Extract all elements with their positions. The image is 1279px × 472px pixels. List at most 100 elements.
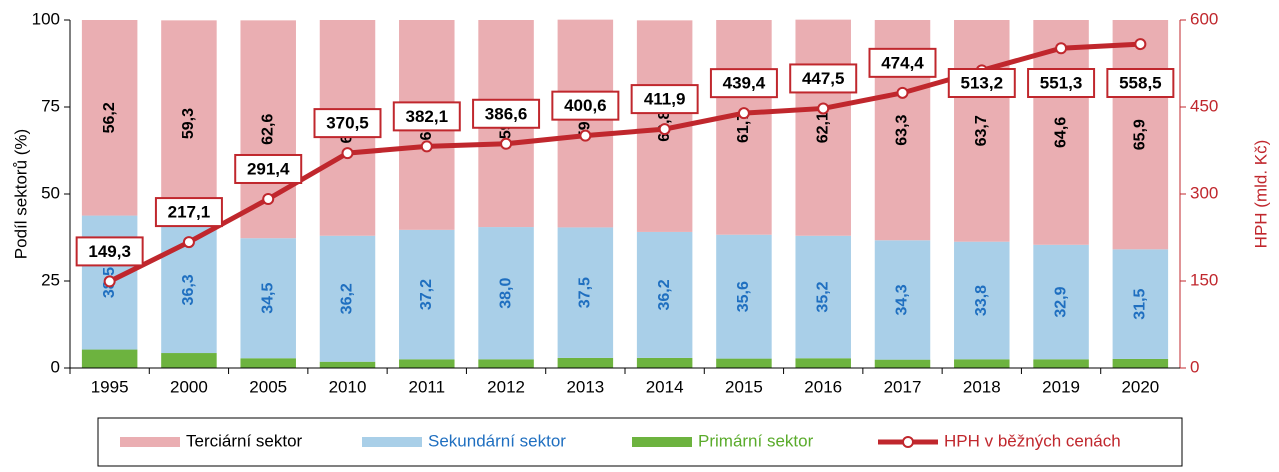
y2-tick-label: 600 <box>1190 9 1218 28</box>
bar-segment <box>636 357 693 368</box>
y2-tick-label: 0 <box>1190 357 1199 376</box>
x-tick-label: 2000 <box>170 377 208 396</box>
bar-segment <box>795 358 851 368</box>
y2-tick-label: 150 <box>1190 270 1218 289</box>
data-label: 59,3 <box>180 108 197 139</box>
data-label: 513,2 <box>961 73 1004 92</box>
bar-segment <box>1112 249 1169 359</box>
line-marker <box>896 86 909 99</box>
data-label-box <box>313 108 382 139</box>
y-tick-label: 50 <box>41 183 60 202</box>
bar-segment <box>478 359 534 368</box>
bar-segment <box>795 19 851 236</box>
data-label: 38,0 <box>497 278 514 309</box>
bar-segment <box>1033 244 1089 360</box>
data-label: 63,7 <box>973 115 990 146</box>
bar-segment <box>954 359 1010 368</box>
y2-tick-label: 300 <box>1190 183 1218 202</box>
x-tick-label: 2012 <box>487 377 525 396</box>
data-label: 551,3 <box>1040 73 1083 92</box>
line-marker <box>737 107 750 120</box>
bar-segment <box>81 20 138 216</box>
bar-segment <box>557 357 614 368</box>
y-tick-label: 100 <box>32 9 60 28</box>
line-marker <box>817 102 830 115</box>
legend-label: HPH v běžných cenách <box>944 431 1121 450</box>
data-label: 36,2 <box>339 283 356 314</box>
legend-swatch <box>120 437 180 447</box>
data-label: 474,4 <box>881 53 924 72</box>
data-label-box <box>234 153 303 184</box>
x-tick-label: 2013 <box>566 377 604 396</box>
bar-segment <box>716 234 772 359</box>
legend-label: Sekundární sektor <box>428 431 566 450</box>
x-tick-label: 2014 <box>646 377 684 396</box>
line-marker <box>103 275 116 288</box>
data-label-box <box>789 63 858 94</box>
data-label-box <box>75 236 144 267</box>
x-tick-label: 2018 <box>963 377 1001 396</box>
bar-segment <box>557 227 614 358</box>
x-tick-label: 2016 <box>804 377 842 396</box>
bar-segment <box>795 235 851 359</box>
y-tick-label: 25 <box>41 270 60 289</box>
bar-segment <box>1033 20 1089 245</box>
data-label: 36,2 <box>656 279 673 310</box>
bar-segment <box>240 238 296 359</box>
bar-segment <box>954 20 1010 242</box>
data-label-box <box>1106 68 1175 98</box>
data-label-box <box>868 47 937 78</box>
data-label-box <box>630 84 699 115</box>
bar-segment <box>161 20 217 227</box>
bar-segment <box>319 235 376 362</box>
line-marker <box>341 147 354 160</box>
line-marker <box>579 129 592 142</box>
data-label: 35,2 <box>814 281 831 312</box>
bar-segment <box>240 358 296 368</box>
data-label: 61,7 <box>735 112 752 143</box>
data-label: 62,1 <box>814 112 831 143</box>
data-label: 382,1 <box>406 107 449 126</box>
data-label-box <box>709 68 778 99</box>
x-tick-label: 1995 <box>91 377 129 396</box>
data-label: 149,3 <box>88 242 131 261</box>
data-label: 31,5 <box>1132 288 1149 319</box>
bar-segment <box>636 231 693 358</box>
data-label: 558,5 <box>1119 73 1162 92</box>
data-label-box <box>472 98 541 129</box>
data-label: 65,9 <box>1132 119 1149 150</box>
bar-segment <box>399 229 455 360</box>
line-marker <box>420 140 433 153</box>
bar-segment <box>557 19 614 228</box>
data-label: 56,2 <box>101 102 118 133</box>
bar-segment <box>954 241 1010 360</box>
x-tick-label: 2015 <box>725 377 763 396</box>
y2-tick-label: 450 <box>1190 96 1218 115</box>
line-marker <box>658 123 671 136</box>
y2-axis-label: HPH (mld. Kč) <box>1251 140 1270 249</box>
x-tick-label: 2005 <box>249 377 287 396</box>
data-label: 32,9 <box>1052 286 1069 317</box>
line-marker <box>500 137 513 150</box>
bar-segment <box>716 358 772 368</box>
bar-segment <box>874 359 931 368</box>
y-axis-label: Podíl sektorů (%) <box>11 129 30 259</box>
data-label-box <box>947 68 1016 98</box>
y-tick-label: 0 <box>51 357 60 376</box>
bar-segment <box>81 349 138 368</box>
data-label-box <box>1027 68 1096 98</box>
bar-segment <box>319 361 376 368</box>
data-label: 439,4 <box>723 74 766 93</box>
line-marker <box>1055 42 1068 55</box>
x-tick-label: 2011 <box>409 377 446 396</box>
x-tick-label: 2020 <box>1121 377 1159 396</box>
data-label: 34,5 <box>259 283 276 314</box>
data-label: 34,3 <box>894 284 911 315</box>
data-label: 36,3 <box>180 274 197 305</box>
legend-swatch <box>902 436 914 448</box>
x-tick-label: 2019 <box>1042 377 1080 396</box>
legend-label: Primární sektor <box>698 431 814 450</box>
y-tick-label: 75 <box>41 96 60 115</box>
data-label: 291,4 <box>247 159 290 178</box>
